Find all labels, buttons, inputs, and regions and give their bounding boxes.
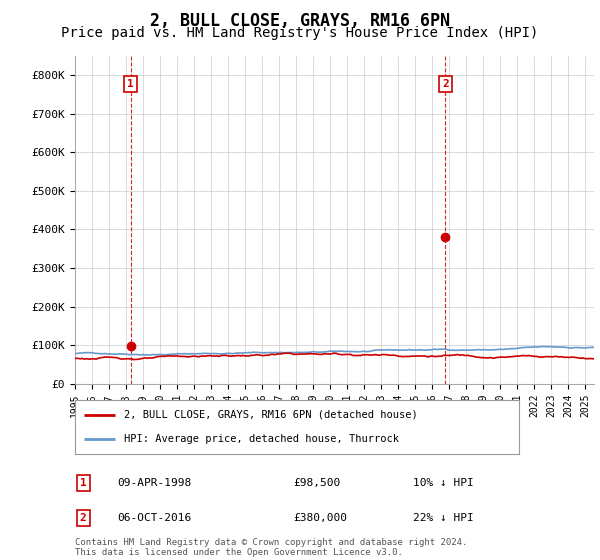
- Text: Price paid vs. HM Land Registry's House Price Index (HPI): Price paid vs. HM Land Registry's House …: [61, 26, 539, 40]
- Text: 06-OCT-2016: 06-OCT-2016: [118, 513, 192, 523]
- Text: £98,500: £98,500: [293, 478, 340, 488]
- Text: 2: 2: [442, 79, 449, 89]
- Text: 2: 2: [80, 513, 86, 523]
- Text: 10% ↓ HPI: 10% ↓ HPI: [413, 478, 473, 488]
- Text: HPI: Average price, detached house, Thurrock: HPI: Average price, detached house, Thur…: [124, 434, 399, 444]
- Text: 1: 1: [80, 478, 86, 488]
- Text: 09-APR-1998: 09-APR-1998: [118, 478, 192, 488]
- Text: 2, BULL CLOSE, GRAYS, RM16 6PN: 2, BULL CLOSE, GRAYS, RM16 6PN: [150, 12, 450, 30]
- Text: 22% ↓ HPI: 22% ↓ HPI: [413, 513, 473, 523]
- Text: 2, BULL CLOSE, GRAYS, RM16 6PN (detached house): 2, BULL CLOSE, GRAYS, RM16 6PN (detached…: [124, 410, 418, 420]
- Text: £380,000: £380,000: [293, 513, 347, 523]
- Text: Contains HM Land Registry data © Crown copyright and database right 2024.
This d: Contains HM Land Registry data © Crown c…: [75, 538, 467, 557]
- Text: 1: 1: [127, 79, 134, 89]
